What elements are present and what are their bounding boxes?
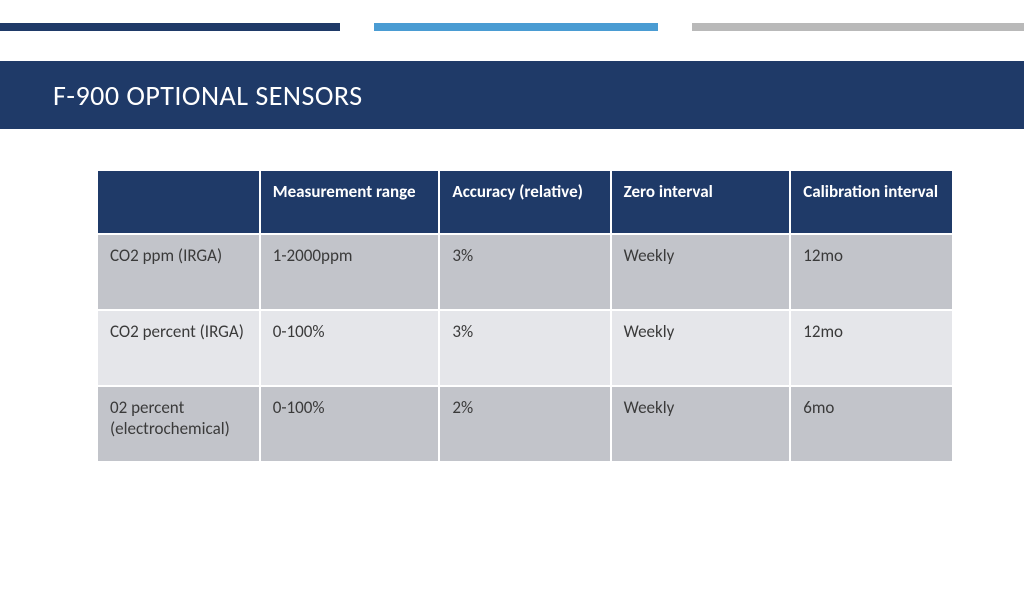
table-row: 02 percent (electrochemical) 0-100% 2% W…: [98, 387, 952, 461]
cell: Weekly: [612, 235, 790, 309]
accent-bar-2: [374, 23, 658, 31]
accent-bar-0: [0, 23, 340, 31]
cell: CO2 percent (IRGA): [98, 311, 259, 385]
cell: Weekly: [612, 311, 790, 385]
title-band: F-900 OPTIONAL SENSORS: [0, 61, 1024, 129]
cell: 1-2000ppm: [261, 235, 439, 309]
cell: 0-100%: [261, 387, 439, 461]
accent-bar-4: [692, 23, 1024, 31]
col-header-calibration: Calibration interval: [791, 171, 952, 233]
cell: CO2 ppm (IRGA): [98, 235, 259, 309]
cell: 02 percent (electrochemical): [98, 387, 259, 461]
accent-bar-1: [340, 23, 374, 31]
col-header-zero: Zero interval: [612, 171, 790, 233]
cell: 12mo: [791, 235, 952, 309]
cell: Weekly: [612, 387, 790, 461]
cell: 2%: [440, 387, 609, 461]
cell: 3%: [440, 311, 609, 385]
accent-bars: [0, 23, 1024, 31]
cell: 6mo: [791, 387, 952, 461]
cell: 0-100%: [261, 311, 439, 385]
sensors-table: Measurement range Accuracy (relative) Ze…: [96, 169, 954, 463]
table-row: CO2 percent (IRGA) 0-100% 3% Weekly 12mo: [98, 311, 952, 385]
col-header-empty: [98, 171, 259, 233]
col-header-measurement: Measurement range: [261, 171, 439, 233]
cell: 3%: [440, 235, 609, 309]
accent-bar-3: [658, 23, 692, 31]
page-title: F-900 OPTIONAL SENSORS: [53, 78, 363, 113]
table-row: CO2 ppm (IRGA) 1-2000ppm 3% Weekly 12mo: [98, 235, 952, 309]
table-header-row: Measurement range Accuracy (relative) Ze…: [98, 171, 952, 233]
col-header-accuracy: Accuracy (relative): [440, 171, 609, 233]
cell: 12mo: [791, 311, 952, 385]
sensors-table-wrap: Measurement range Accuracy (relative) Ze…: [96, 169, 954, 463]
